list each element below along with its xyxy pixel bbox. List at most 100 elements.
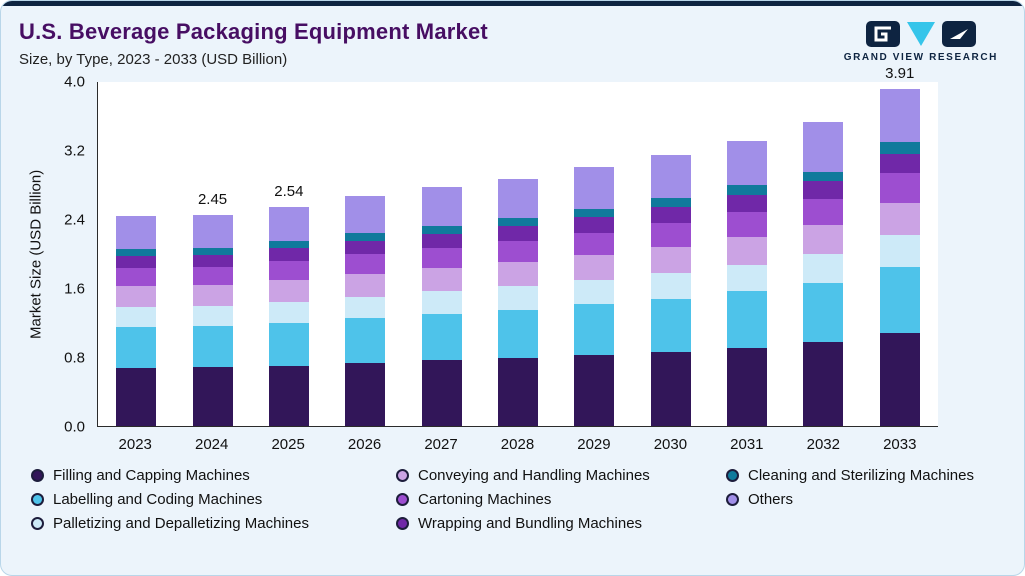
bar-stack bbox=[268, 206, 309, 426]
bar-segment bbox=[803, 225, 844, 255]
bar-segment bbox=[879, 142, 920, 154]
bar-segment bbox=[727, 140, 768, 186]
bar-column-2033: 3.91 bbox=[862, 65, 938, 426]
bar-stack bbox=[497, 178, 538, 426]
legend-item: Others bbox=[726, 491, 1004, 508]
y-tick-label: 0.0 bbox=[64, 418, 85, 436]
header: U.S. Beverage Packaging Equipment Market… bbox=[1, 6, 1024, 68]
legend-marker-icon bbox=[31, 469, 44, 482]
bar-segment bbox=[345, 240, 386, 255]
bar-total-label: 3.91 bbox=[885, 64, 915, 82]
y-tick-label: 3.2 bbox=[64, 142, 85, 160]
bar-stack bbox=[879, 88, 920, 426]
bar-segment bbox=[650, 223, 691, 247]
x-axis-labels: 2023 2024 2025 2026 2027 2028 2029 2030 2031 2032… bbox=[97, 436, 938, 453]
bar-segment bbox=[345, 318, 386, 364]
logo-shapes bbox=[865, 21, 976, 47]
legend-item: Cartoning Machines bbox=[396, 491, 716, 508]
legend-label: Cleaning and Sterilizing Machines bbox=[748, 467, 974, 484]
bar-segment bbox=[268, 261, 309, 281]
bar-segment bbox=[879, 235, 920, 268]
bar-segment bbox=[879, 173, 920, 203]
plot-column: 2.45 2.54 3.91 2023 2024 2025 2026 2027 2028 202… bbox=[97, 65, 938, 453]
x-tick-label: 2029 bbox=[577, 436, 611, 453]
bar-segment bbox=[116, 256, 157, 269]
bar-segment bbox=[497, 178, 538, 219]
logo-text: GRAND VIEW RESEARCH bbox=[843, 52, 998, 63]
header-titles: U.S. Beverage Packaging Equipment Market… bbox=[19, 19, 488, 68]
bar-column-2026 bbox=[327, 82, 403, 426]
legend-item: Wrapping and Bundling Machines bbox=[396, 515, 716, 532]
plot-area: 2.45 2.54 3.91 bbox=[97, 65, 938, 427]
bar-stack bbox=[727, 140, 768, 426]
bar-segment bbox=[116, 368, 157, 426]
bar-segment bbox=[116, 249, 157, 257]
bar-segment bbox=[727, 291, 768, 348]
grand-view-research-logo: GRAND VIEW RESEARCH bbox=[844, 21, 998, 63]
legend-item: Filling and Capping Machines bbox=[31, 467, 386, 484]
bar-total-label: 2.45 bbox=[197, 190, 228, 208]
bar-segment bbox=[574, 167, 615, 209]
bar-segment bbox=[268, 280, 309, 302]
x-tick-label: 2023 bbox=[118, 436, 152, 453]
legend-item: Palletizing and Depalletizing Machines bbox=[31, 515, 386, 532]
logo-mark-right-icon bbox=[941, 21, 976, 47]
bar-segment bbox=[268, 322, 309, 366]
y-tick-label: 2.4 bbox=[64, 211, 85, 229]
bar-segment bbox=[727, 194, 768, 213]
legend: Filling and Capping Machines Conveying an… bbox=[31, 467, 1004, 532]
bar-segment bbox=[268, 241, 309, 249]
bar-segment bbox=[497, 357, 538, 426]
bar-segment bbox=[345, 254, 386, 275]
legend-marker-icon bbox=[726, 469, 739, 482]
y-tick-label: 0.8 bbox=[64, 349, 85, 367]
bar-segment bbox=[879, 332, 920, 426]
bar-segment bbox=[650, 198, 691, 207]
bar-total-label: 2.54 bbox=[274, 182, 304, 200]
bar-segment bbox=[574, 280, 615, 305]
page-title: U.S. Beverage Packaging Equipment Market bbox=[19, 19, 488, 44]
bar-column-2032 bbox=[785, 82, 861, 426]
chart: Market Size (USD Billion) 0.0 0.8 1.6 2.4 3.… bbox=[1, 65, 1024, 453]
y-tick-label: 4.0 bbox=[64, 73, 85, 91]
bar-segment bbox=[727, 212, 768, 238]
bar-segment bbox=[650, 246, 691, 274]
bar-segment bbox=[497, 240, 538, 263]
page-subtitle: Size, by Type, 2023 - 2033 (USD Billion) bbox=[19, 51, 288, 68]
legend-label: Others bbox=[748, 491, 794, 508]
bar-segment bbox=[345, 274, 386, 297]
bar-segment bbox=[421, 268, 462, 292]
legend-marker-icon bbox=[31, 493, 44, 506]
bar-segment bbox=[650, 299, 691, 352]
bar-segment bbox=[574, 208, 615, 218]
y-axis-title: Market Size (USD Billion) bbox=[27, 169, 45, 340]
bar-segment bbox=[574, 304, 615, 356]
top-accent-strip bbox=[1, 1, 1024, 6]
legend-item: Labelling and Coding Machines bbox=[31, 491, 386, 508]
bar-segment bbox=[116, 216, 157, 250]
bar-segment bbox=[803, 342, 844, 426]
bar-segment bbox=[345, 232, 386, 241]
legend-marker-icon bbox=[396, 469, 409, 482]
bar-segment bbox=[192, 367, 233, 426]
legend-label: Conveying and Handling Machines bbox=[418, 467, 650, 484]
bar-segment bbox=[803, 254, 844, 283]
bar-segment bbox=[879, 88, 920, 143]
bar-stack bbox=[421, 187, 462, 426]
bar-segment bbox=[650, 273, 691, 300]
y-tick-label: 1.6 bbox=[64, 280, 85, 298]
bar-column-2030 bbox=[633, 82, 709, 426]
bar-stack bbox=[192, 214, 233, 426]
bar-segment bbox=[192, 267, 233, 286]
bar-segment bbox=[650, 206, 691, 224]
bar-segment bbox=[192, 325, 233, 368]
bar-segment bbox=[497, 286, 538, 310]
bar-column-2025: 2.54 bbox=[251, 82, 327, 426]
bar-segment bbox=[268, 301, 309, 323]
x-tick-label: 2027 bbox=[424, 436, 458, 453]
bar-segment bbox=[345, 296, 386, 319]
bar-segment bbox=[268, 248, 309, 262]
bar-segment bbox=[803, 122, 844, 172]
bar-segment bbox=[192, 214, 233, 249]
legend-label: Cartoning Machines bbox=[418, 491, 552, 508]
